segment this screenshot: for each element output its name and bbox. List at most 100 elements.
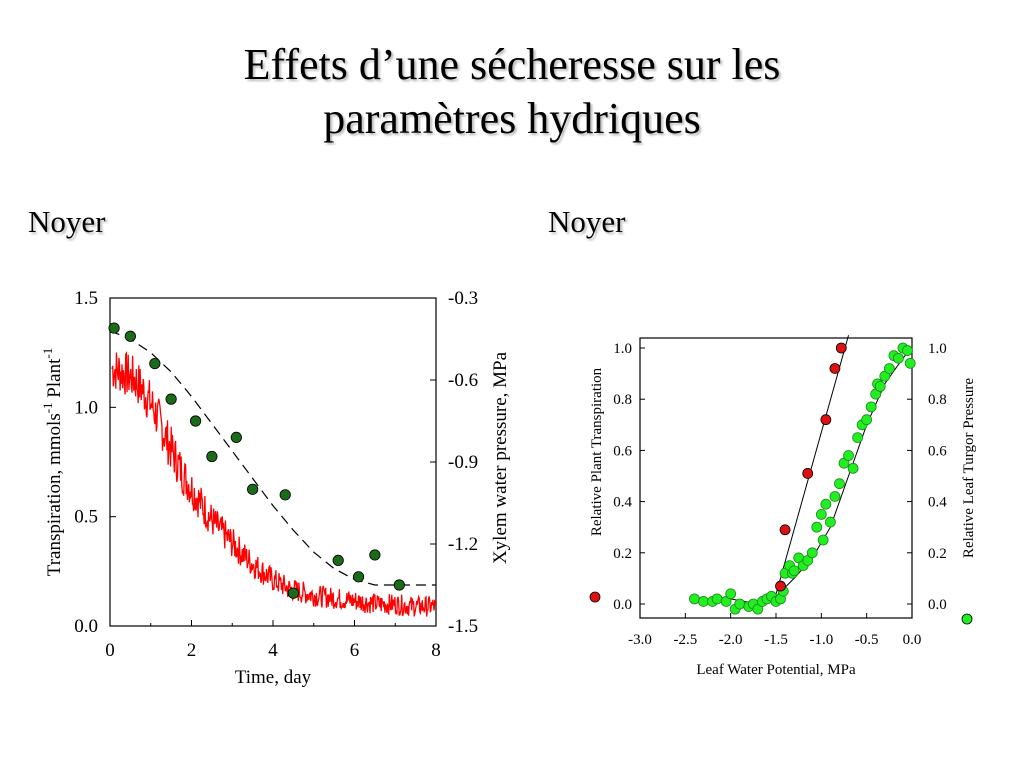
right-right-y-tick-label: 0.4 <box>928 495 947 511</box>
left-y-axis-title: Transpiration, mmols-1 Plant-1 <box>40 348 65 576</box>
left-right-y-tick-label: -1.5 <box>448 616 478 637</box>
xylem-pressure-point <box>287 587 299 599</box>
right-right-y-tick-label: 0.8 <box>928 392 947 408</box>
left-right-axis-title: Xylem water pressure, MPa <box>490 351 511 564</box>
left-y-tick-label: 1.0 <box>74 397 98 418</box>
left-x-tick-label: 6 <box>350 640 360 661</box>
left-ticks: 0 2 4 6 8 0.0 0.5 1.0 1.5 -1.5 -1.2 -0.9 -0.6 -0.3 <box>74 288 478 661</box>
right-x-tick-label: -0.5 <box>855 632 879 648</box>
turgor-point <box>829 491 841 502</box>
turgor-point <box>806 547 818 559</box>
right-x-axis-title: Leaf Water Potential, MPa <box>696 662 856 678</box>
right-ticks: -3.0 -2.5 -2.0 -1.5 -1.0 -0.5 0.0 0.0 0.2 0.4 0.6 0… <box>613 341 947 648</box>
turgor-point <box>883 363 895 374</box>
legend-marker-red <box>589 591 601 603</box>
turgor-point <box>843 450 854 461</box>
transpiration-point <box>829 363 841 374</box>
xylem-pressure-point <box>230 431 242 443</box>
left-right-y-tick-label: -0.6 <box>448 370 478 391</box>
turgor-point <box>725 588 737 600</box>
left-x-tick-label: 2 <box>187 640 197 661</box>
title-line-2: paramètres hydriques <box>323 94 701 143</box>
right-right-y-tick-label: 1.0 <box>928 341 947 357</box>
right-right-y-tick-label: 0.6 <box>928 443 947 459</box>
right-x-tick-label: -2.0 <box>719 632 743 648</box>
turgor-point <box>788 565 800 577</box>
turgor-point <box>711 593 723 605</box>
xylem-pressure-point <box>393 579 405 591</box>
right-x-tick-label: -1.0 <box>809 632 833 648</box>
right-chart: -3.0 -2.5 -2.0 -1.5 -1.0 -0.5 0.0 0.0 0.2 0.4 0.6 0… <box>589 335 977 678</box>
right-y-tick-label: 0.0 <box>613 597 632 613</box>
xylem-pressure-point <box>189 415 202 427</box>
left-y-tick-label: 1.5 <box>74 288 98 309</box>
turgor-point <box>817 534 829 546</box>
left-y-tick-label: 0.0 <box>74 616 98 637</box>
xylem-pressure-point <box>124 330 136 342</box>
turgor-point <box>815 509 827 520</box>
turgor-point <box>904 357 916 369</box>
turgor-point <box>902 345 913 356</box>
turgor-point <box>811 521 823 533</box>
transpiration-point <box>820 414 832 426</box>
right-y-tick-label: 0.2 <box>613 546 632 562</box>
title-line-1: Effets d’une sécheresse sur les <box>243 40 781 89</box>
left-x-axis-title: Time, day <box>235 667 312 688</box>
left-data <box>108 322 437 617</box>
red-transpiration-line <box>111 351 437 617</box>
xylem-pressure-point <box>206 450 218 463</box>
right-data <box>689 335 916 615</box>
right-x-tick-label: -2.5 <box>673 632 697 648</box>
right-x-tick-label: -1.5 <box>764 632 788 648</box>
left-y-tick-label: 0.5 <box>74 507 98 528</box>
right-chart-heading: Noyer <box>548 204 626 239</box>
transpiration-point <box>802 468 814 479</box>
dashed-pressure-fit <box>109 330 436 586</box>
xylem-pressure-point <box>279 489 291 501</box>
turgor-point <box>698 596 709 607</box>
right-plot-frame <box>639 337 913 619</box>
turgor-point <box>893 352 904 364</box>
transpiration-point <box>835 342 847 354</box>
turgor-point <box>865 401 877 413</box>
transpiration-point <box>775 580 786 592</box>
turgor-point <box>874 380 886 392</box>
right-y-tick-label: 1.0 <box>613 341 632 357</box>
left-right-y-tick-label: -0.9 <box>448 452 478 473</box>
right-y-tick-label: 0.6 <box>613 443 632 459</box>
slide-title: Effets d’une sécheresse sur les paramètr… <box>0 38 1024 146</box>
left-x-tick-label: 0 <box>105 640 115 661</box>
xylem-pressure-point <box>352 571 365 583</box>
left-x-tick-label: 8 <box>431 640 441 661</box>
left-x-tick-label: 4 <box>268 640 278 661</box>
right-right-y-tick-label: 0.2 <box>928 546 947 562</box>
turgor-point <box>852 432 863 444</box>
turgor-point <box>820 498 832 510</box>
right-right-axis-title: Relative Leaf Turgor Pressure <box>961 378 977 558</box>
turgor-point <box>689 593 700 605</box>
turgor-point <box>825 516 836 528</box>
xylem-pressure-point <box>149 357 161 370</box>
transpiration-point <box>779 524 791 536</box>
right-right-y-tick-label: 0.0 <box>928 597 947 613</box>
right-x-tick-label: -3.0 <box>628 632 652 648</box>
legend-marker-green <box>961 613 973 625</box>
turgor-point <box>861 414 873 426</box>
left-chart-heading: Noyer <box>28 204 106 239</box>
left-right-y-tick-label: -1.2 <box>448 534 478 555</box>
left-chart: 0 2 4 6 8 0.0 0.5 1.0 1.5 -1.5 -1.2 -0.9 -0.6 -0.3 Ti… <box>40 288 511 688</box>
right-y-tick-label: 0.4 <box>613 495 632 511</box>
xylem-pressure-point <box>247 483 259 495</box>
xylem-pressure-point <box>369 549 381 561</box>
left-plot-frame <box>109 297 437 627</box>
xylem-pressure-point <box>108 322 120 334</box>
turgor-point <box>734 598 746 610</box>
right-x-tick-label: 0.0 <box>903 632 922 648</box>
turgor-point <box>847 462 859 474</box>
xylem-pressure-point <box>165 393 177 405</box>
turgor-point <box>834 478 845 490</box>
right-y-tick-label: 0.8 <box>613 392 632 408</box>
xylem-pressure-point <box>332 554 344 567</box>
right-y-axis-title: Relative Plant Transpiration <box>589 367 605 536</box>
